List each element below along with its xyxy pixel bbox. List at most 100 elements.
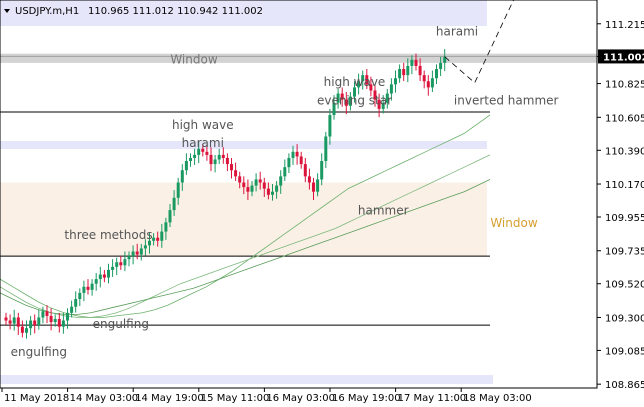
bullish-candle[interactable]	[435, 69, 438, 79]
bearish-candle[interactable]	[230, 164, 233, 171]
bearish-candle[interactable]	[225, 157, 229, 165]
bearish-candle[interactable]	[258, 179, 262, 183]
bullish-candle[interactable]	[143, 245, 147, 249]
bullish-candle[interactable]	[430, 78, 434, 88]
bullish-candle[interactable]	[389, 84, 393, 94]
bullish-candle[interactable]	[332, 102, 336, 116]
bullish-candle[interactable]	[90, 283, 94, 290]
bearish-candle[interactable]	[135, 251, 139, 255]
bullish-candle[interactable]	[127, 256, 131, 260]
bullish-candle[interactable]	[25, 328, 28, 333]
bullish-candle[interactable]	[37, 317, 41, 326]
bullish-candle[interactable]	[41, 311, 45, 318]
bearish-candle[interactable]	[246, 187, 250, 192]
bullish-candle[interactable]	[123, 259, 127, 266]
bullish-candle[interactable]	[283, 167, 287, 177]
bearish-candle[interactable]	[414, 59, 418, 66]
bearish-candle[interactable]	[295, 151, 299, 157]
bearish-candle[interactable]	[209, 154, 213, 165]
bullish-candle[interactable]	[148, 240, 151, 246]
bullish-candle[interactable]	[324, 136, 328, 162]
bearish-candle[interactable]	[344, 99, 348, 106]
bullish-candle[interactable]	[70, 306, 74, 313]
bearish-candle[interactable]	[221, 154, 225, 158]
bearish-candle[interactable]	[201, 148, 205, 152]
bullish-candle[interactable]	[385, 93, 389, 103]
bullish-candle[interactable]	[320, 161, 324, 180]
bearish-candle[interactable]	[4, 317, 8, 321]
bullish-candle[interactable]	[439, 62, 443, 70]
bullish-candle[interactable]	[336, 93, 340, 103]
bearish-candle[interactable]	[238, 176, 242, 183]
bullish-candle[interactable]	[53, 318, 57, 323]
bullish-candle[interactable]	[361, 75, 365, 82]
bullish-candle[interactable]	[139, 248, 143, 255]
bearish-candle[interactable]	[303, 164, 307, 177]
bullish-candle[interactable]	[74, 299, 78, 307]
bullish-candle[interactable]	[184, 161, 188, 171]
bearish-candle[interactable]	[205, 151, 209, 155]
bullish-candle[interactable]	[443, 56, 447, 63]
bullish-candle[interactable]	[12, 317, 16, 324]
bearish-candle[interactable]	[426, 81, 430, 88]
bullish-candle[interactable]	[197, 148, 201, 155]
bullish-candle[interactable]	[180, 170, 184, 183]
bullish-candle[interactable]	[189, 157, 192, 162]
bearish-candle[interactable]	[119, 262, 123, 266]
bearish-candle[interactable]	[45, 311, 49, 316]
bullish-candle[interactable]	[271, 191, 274, 195]
bullish-candle[interactable]	[172, 197, 176, 211]
bullish-candle[interactable]	[111, 266, 115, 270]
bullish-candle[interactable]	[115, 262, 119, 267]
bearish-candle[interactable]	[377, 99, 381, 109]
dropdown-triangle-icon[interactable]	[4, 9, 10, 13]
bullish-candle[interactable]	[250, 185, 254, 192]
bearish-candle[interactable]	[340, 93, 344, 100]
bullish-candle[interactable]	[78, 292, 82, 300]
bearish-candle[interactable]	[242, 182, 246, 188]
bullish-candle[interactable]	[82, 286, 86, 293]
bearish-candle[interactable]	[49, 315, 53, 323]
bullish-candle[interactable]	[152, 237, 156, 241]
bullish-candle[interactable]	[348, 96, 352, 106]
bullish-candle[interactable]	[279, 176, 283, 186]
bullish-candle[interactable]	[254, 179, 258, 186]
bearish-candle[interactable]	[16, 317, 20, 327]
bearish-candle[interactable]	[422, 75, 426, 82]
bullish-candle[interactable]	[160, 231, 164, 241]
bearish-candle[interactable]	[102, 274, 106, 278]
bullish-candle[interactable]	[66, 312, 69, 321]
bullish-candle[interactable]	[131, 251, 135, 257]
bullish-candle[interactable]	[394, 78, 397, 85]
bullish-candle[interactable]	[213, 159, 217, 165]
bearish-candle[interactable]	[365, 75, 369, 85]
bullish-candle[interactable]	[98, 274, 102, 280]
bearish-candle[interactable]	[299, 156, 303, 165]
bearish-candle[interactable]	[312, 182, 315, 192]
bullish-candle[interactable]	[217, 154, 221, 160]
bearish-candle[interactable]	[156, 237, 160, 241]
bullish-candle[interactable]	[193, 154, 197, 158]
bullish-candle[interactable]	[94, 279, 98, 284]
bearish-candle[interactable]	[402, 69, 406, 76]
bullish-candle[interactable]	[107, 269, 110, 278]
bearish-candle[interactable]	[234, 170, 238, 177]
bullish-candle[interactable]	[29, 320, 33, 329]
bullish-candle[interactable]	[291, 151, 295, 158]
bullish-candle[interactable]	[61, 320, 65, 327]
bullish-candle[interactable]	[353, 87, 356, 97]
bullish-candle[interactable]	[328, 115, 332, 137]
bearish-candle[interactable]	[86, 286, 90, 290]
bullish-candle[interactable]	[316, 179, 320, 192]
bearish-candle[interactable]	[8, 320, 12, 324]
bullish-candle[interactable]	[176, 182, 180, 198]
bearish-candle[interactable]	[369, 84, 373, 91]
bearish-candle[interactable]	[266, 188, 270, 195]
bullish-candle[interactable]	[381, 102, 385, 109]
bearish-candle[interactable]	[373, 90, 377, 100]
bearish-candle[interactable]	[33, 320, 37, 326]
bullish-candle[interactable]	[168, 210, 172, 223]
bullish-candle[interactable]	[406, 65, 410, 76]
bullish-candle[interactable]	[410, 59, 414, 66]
